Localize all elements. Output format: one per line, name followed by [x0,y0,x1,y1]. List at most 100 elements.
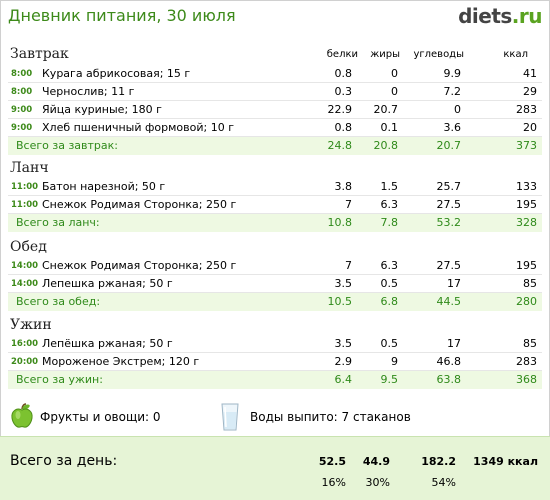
food-name: Лепёшка ржаная; 50 г [42,337,173,350]
meal-time: 16:00 [11,339,39,349]
carbs-value: 46.8 [436,355,462,368]
page-title: Дневник питания, 30 июля [8,6,236,25]
food-name: Чернослив; 11 г [42,85,135,98]
meal-time: 9:00 [11,123,33,133]
total-row-supper: Всего за ужин: 6.4 9.5 63.8 368 [8,371,542,389]
table-row[interactable]: 16:00 Лепёшка ржаная; 50 г 3.5 0.5 17 85 [8,335,542,353]
food-name: Мороженое Экстрем; 120 г [42,355,200,368]
day-total-label: Всего за день: [10,453,118,469]
protein-value: 3.8 [334,180,353,193]
table-row[interactable]: 9:00 Хлеб пшеничный формовой; 10 г 0.8 0… [8,119,542,137]
fruits-counter[interactable]: Фрукты и овощи: 0 [10,403,200,431]
carbs-value: 7.2 [443,85,462,98]
carbs-total: 20.7 [436,139,462,152]
fat-value: 0.5 [380,277,399,290]
meal-time: 14:00 [11,261,39,271]
fruits-label: Фрукты и овощи: 0 [40,410,161,424]
protein-total: 24.8 [327,139,353,152]
fat-value: 0.1 [380,121,399,134]
carbs-value: 27.5 [436,198,462,211]
kcal-value: 41 [523,67,537,80]
carbs-value: 27.5 [436,259,462,272]
kcal-total: 368 [516,373,537,386]
food-name: Лепешка ржаная; 50 г [42,277,173,290]
protein-value: 22.9 [327,103,353,116]
header: Дневник питания, 30 июля diets.ru [8,4,543,34]
water-label: Воды выпито: 7 стаканов [250,410,411,424]
site-logo[interactable]: diets.ru [458,4,542,28]
section-title-lunch: Ланч [10,160,49,176]
apple-icon [11,403,33,428]
table-row[interactable]: 8:00 Чернослив; 11 г 0.3 0 7.2 29 [8,83,542,101]
logo-main: diets [458,4,512,28]
fat-value: 9 [391,355,398,368]
day-protein: 52.5 [318,455,346,468]
water-counter[interactable]: Воды выпито: 7 стаканов [220,403,450,431]
fat-value: 0 [391,85,398,98]
day-fat: 44.9 [362,455,390,468]
kcal-value: 29 [523,85,537,98]
table-row[interactable]: 20:00 Мороженое Экстрем; 120 г 2.9 9 46.… [8,353,542,371]
food-name: Курага абрикосовая; 15 г [42,67,191,80]
fat-total: 20.8 [373,139,399,152]
fat-value: 20.7 [373,103,399,116]
total-label: Всего за ланч: [16,216,100,229]
kcal-value: 195 [516,259,537,272]
protein-value: 2.9 [334,355,353,368]
meal-time: 9:00 [11,105,33,115]
food-name: Батон нарезной; 50 г [42,180,166,193]
kcal-value: 85 [523,277,537,290]
food-name: Яйца куриные; 180 г [42,103,162,116]
section-title-supper: Ужин [10,317,52,333]
kcal-total: 328 [516,216,537,229]
fat-value: 6.3 [380,259,399,272]
fat-value: 0.5 [380,337,399,350]
total-row-breakfast: Всего за завтрак: 24.8 20.8 20.7 373 [8,137,542,155]
meal-time: 11:00 [11,182,39,192]
protein-value: 3.5 [334,277,353,290]
kcal-value: 283 [516,103,537,116]
col-carbs: углеводы [413,49,464,60]
protein-value: 0.3 [334,85,353,98]
protein-value: 7 [345,259,352,272]
protein-total: 6.4 [334,373,353,386]
fat-total: 6.8 [380,295,399,308]
column-headers: белки жиры углеводы ккал [0,49,550,63]
table-row[interactable]: 14:00 Лепешка ржаная; 50 г 3.5 0.5 17 85 [8,275,542,293]
kcal-value: 283 [516,355,537,368]
day-carbs: 182.2 [421,455,456,468]
col-protein: белки [326,49,358,60]
col-kcal: ккал [503,49,528,60]
day-protein-pct: 16% [321,476,346,489]
day-carbs-pct: 54% [431,476,456,489]
table-row[interactable]: 8:00 Курага абрикосовая; 15 г 0.8 0 9.9 … [8,65,542,83]
day-kcal: 1349 ккал [473,455,538,468]
meal-time: 8:00 [11,69,33,79]
protein-total: 10.5 [327,295,353,308]
table-row[interactable]: 9:00 Яйца куриные; 180 г 22.9 20.7 0 283 [8,101,542,119]
carbs-value: 17 [447,277,461,290]
carbs-total: 63.8 [436,373,462,386]
col-fat: жиры [370,49,400,60]
kcal-total: 373 [516,139,537,152]
total-label: Всего за ужин: [16,373,103,386]
table-row[interactable]: 14:00 Снежок Родимая Сторонка; 250 г 7 6… [8,257,542,275]
total-row-lunch: Всего за ланч: 10.8 7.8 53.2 328 [8,214,542,232]
carbs-value: 25.7 [436,180,462,193]
carbs-total: 44.5 [436,295,462,308]
glass-icon [221,403,239,431]
meal-time: 11:00 [11,200,39,210]
food-name: Хлеб пшеничный формовой; 10 г [42,121,234,134]
fat-value: 6.3 [380,198,399,211]
table-row[interactable]: 11:00 Снежок Родимая Сторонка; 250 г 7 6… [8,196,542,214]
meal-time: 8:00 [11,87,33,97]
extras-bar: Фрукты и овощи: 0 Воды выпито: 7 стакано… [10,403,540,431]
meal-time: 20:00 [11,357,39,367]
fat-value: 1.5 [380,180,399,193]
section-title-breakfast: Завтрак [10,46,69,62]
kcal-value: 133 [516,180,537,193]
section-title-dinner: Обед [10,239,47,255]
protein-value: 0.8 [334,121,353,134]
carbs-value: 3.6 [443,121,462,134]
table-row[interactable]: 11:00 Батон нарезной; 50 г 3.8 1.5 25.7 … [8,178,542,196]
